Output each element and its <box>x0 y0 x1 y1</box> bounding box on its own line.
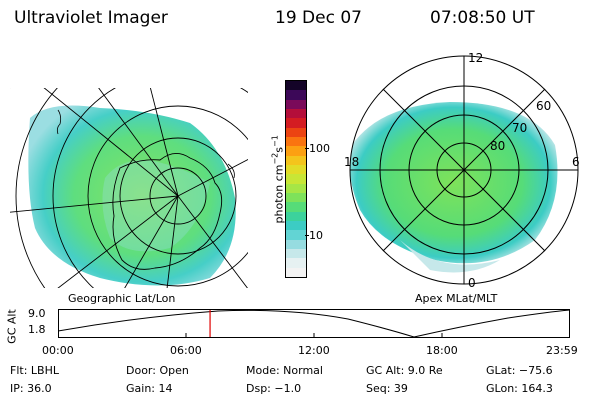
colorbar-tick-10: 10 <box>309 229 323 242</box>
instrument-title: Ultraviolet Imager <box>14 8 168 28</box>
timeline-tick-4: 23:59 <box>546 344 578 357</box>
timeline-tick-1: 06:00 <box>170 344 202 357</box>
colorbar-segment <box>286 202 306 212</box>
colorbar-segment <box>286 99 306 110</box>
lat-label-70: 70 <box>512 121 527 135</box>
mlt-label-6: 6 <box>572 155 580 169</box>
colorbar-unit-label: photon cm−2s−1 <box>270 135 286 224</box>
colorbar-segment <box>286 137 306 147</box>
status-glat: GLat: −75.6 <box>486 364 553 377</box>
colorbar-tick-100: 100 <box>309 142 330 155</box>
status-seq: Seq: 39 <box>366 382 408 395</box>
colorbar-segment <box>286 183 306 194</box>
colorbar-segment <box>286 239 306 250</box>
apex-label: Apex MLat/MLT <box>415 292 498 305</box>
timeline-tick-2: 12:00 <box>298 344 330 357</box>
colorbar-segment <box>286 249 306 259</box>
mlt-label-18: 18 <box>344 155 359 169</box>
aurora-oval-apex <box>350 102 558 264</box>
status-filter: Flt: LBHL <box>10 364 59 377</box>
aurora-oval-geographic <box>28 105 236 286</box>
colorbar-segment <box>286 118 306 128</box>
status-door: Door: Open <box>126 364 189 377</box>
colorbar-segment <box>286 90 306 100</box>
geographic-map <box>10 88 248 288</box>
lat-label-60: 60 <box>536 99 551 113</box>
status-glon: GLon: 164.3 <box>486 382 553 395</box>
apex-map: 12 18 6 0 60 70 80 <box>344 51 580 290</box>
colorbar-segment <box>286 221 306 231</box>
timeline-tick-0: 00:00 <box>42 344 74 357</box>
coastline <box>112 153 223 270</box>
lat-label-80: 80 <box>490 139 505 153</box>
colorbar-segment <box>286 165 306 175</box>
timeline-axis-label: GC Alt <box>5 309 19 344</box>
status-mode: Mode: Normal <box>246 364 323 377</box>
colorbar-segment <box>286 155 306 166</box>
colorbar-segment <box>286 267 306 277</box>
orbit-timeline <box>58 309 570 338</box>
date-label: 19 Dec 07 <box>275 8 362 28</box>
colorbar-segment <box>286 81 306 91</box>
status-gc-alt: GC Alt: 9.0 Re <box>366 364 443 377</box>
timeline-y-top: 9.0 <box>28 307 46 320</box>
status-ip: IP: 36.0 <box>10 382 52 395</box>
status-gain: Gain: 14 <box>126 382 173 395</box>
timeline-y-bottom: 1.8 <box>28 323 46 336</box>
mlt-label-12: 12 <box>468 51 483 65</box>
colorbar-segment <box>286 258 306 268</box>
colorbar-segment <box>286 193 306 203</box>
colorbar-segment <box>286 211 306 222</box>
altitude-curve <box>58 309 570 338</box>
geographic-label: Geographic Lat/Lon <box>68 292 176 305</box>
colorbar-segment <box>286 127 306 138</box>
status-dsp: Dsp: −1.0 <box>246 382 302 395</box>
mlt-label-0: 0 <box>468 276 476 290</box>
colorbar-segment <box>286 146 306 156</box>
colorbar-segment <box>286 174 306 184</box>
colorbar-segment <box>286 230 306 240</box>
timeline-tick-3: 18:00 <box>426 344 458 357</box>
colorbar-segment <box>286 109 306 119</box>
colorbar <box>285 80 307 278</box>
time-label: 07:08:50 UT <box>430 8 535 28</box>
